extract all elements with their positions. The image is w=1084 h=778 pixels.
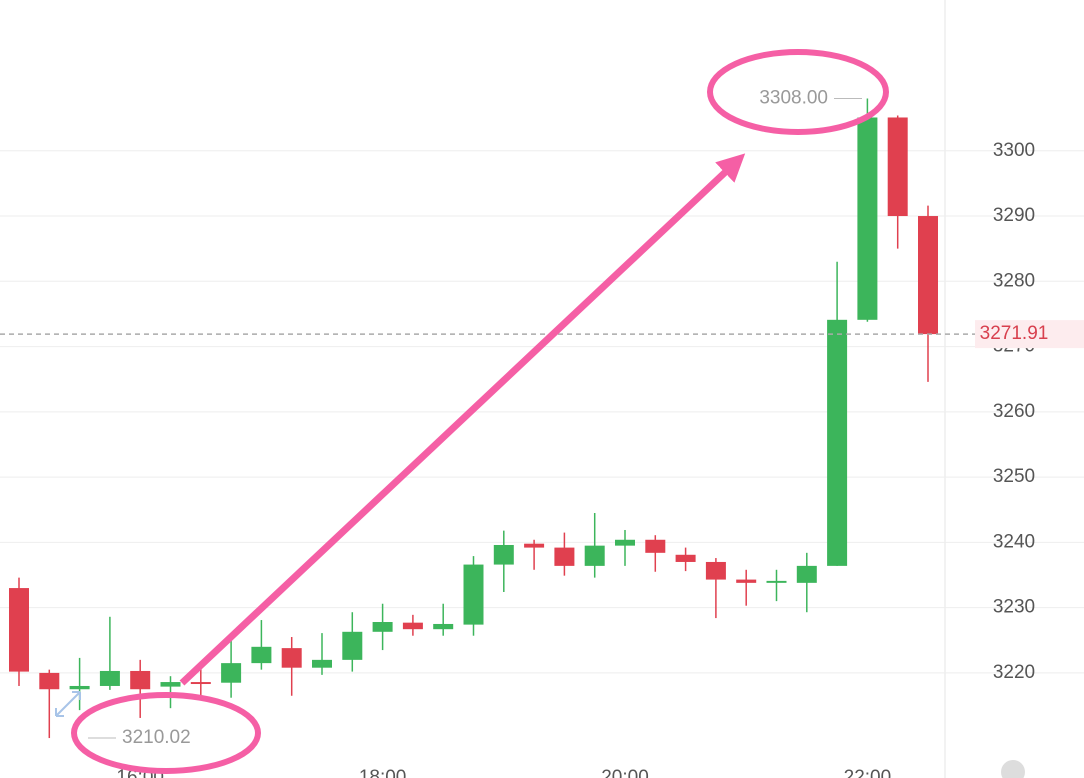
candle-body [524, 543, 545, 548]
x-tick-label: 22:00 [844, 767, 892, 778]
y-tick-label: 3250 [993, 466, 1035, 487]
highlight-ellipse [71, 692, 261, 774]
candle-body [887, 117, 908, 217]
candle-body [99, 670, 120, 686]
trend-arrow [179, 153, 746, 686]
low-marker-label: 3210.02 [122, 727, 191, 748]
candle-body [463, 564, 484, 625]
y-tick-label: 3220 [993, 662, 1035, 683]
candle-body [615, 539, 635, 546]
candle-body [736, 579, 757, 583]
y-tick-label: 3260 [993, 401, 1035, 422]
candle-body [312, 659, 332, 668]
high-marker-label: 3308.00 [759, 88, 828, 109]
candle-body [584, 545, 605, 566]
y-tick-label: 3230 [993, 597, 1035, 618]
y-tick-label: 3280 [993, 270, 1035, 291]
x-tick-label: 20:00 [601, 767, 649, 778]
candle-body [918, 216, 938, 335]
y-tick-label: 3300 [993, 140, 1035, 161]
last-price-label: 3271.91 [980, 323, 1049, 344]
candle-body [857, 117, 878, 320]
x-tick-label: 18:00 [359, 767, 407, 778]
k-icon [1001, 760, 1025, 778]
candle-body [796, 565, 817, 583]
candle-body [130, 670, 151, 690]
candle-body [554, 547, 575, 566]
candle-body [251, 646, 272, 664]
candle-body [675, 554, 696, 562]
candle-body [69, 685, 90, 690]
candle-body [827, 319, 848, 566]
candle-body [766, 580, 787, 583]
candle-body [160, 682, 181, 687]
candle-body [39, 672, 60, 690]
candle-body [645, 539, 666, 553]
candle-body [705, 561, 726, 580]
candle-body [402, 622, 423, 630]
candle-body [190, 682, 211, 685]
last-price-box [975, 320, 1084, 349]
highlight-ellipse [707, 49, 889, 135]
y-tick-label: 3240 [993, 531, 1035, 552]
candle-body [493, 544, 514, 565]
y-tick-label: 3290 [993, 205, 1035, 226]
candle-body [342, 631, 363, 660]
candle-body [372, 622, 393, 632]
candle-body [9, 588, 29, 672]
candle-body [281, 648, 302, 668]
candle-body [221, 663, 242, 683]
candle-body [433, 623, 454, 630]
expand-icon [55, 691, 81, 717]
